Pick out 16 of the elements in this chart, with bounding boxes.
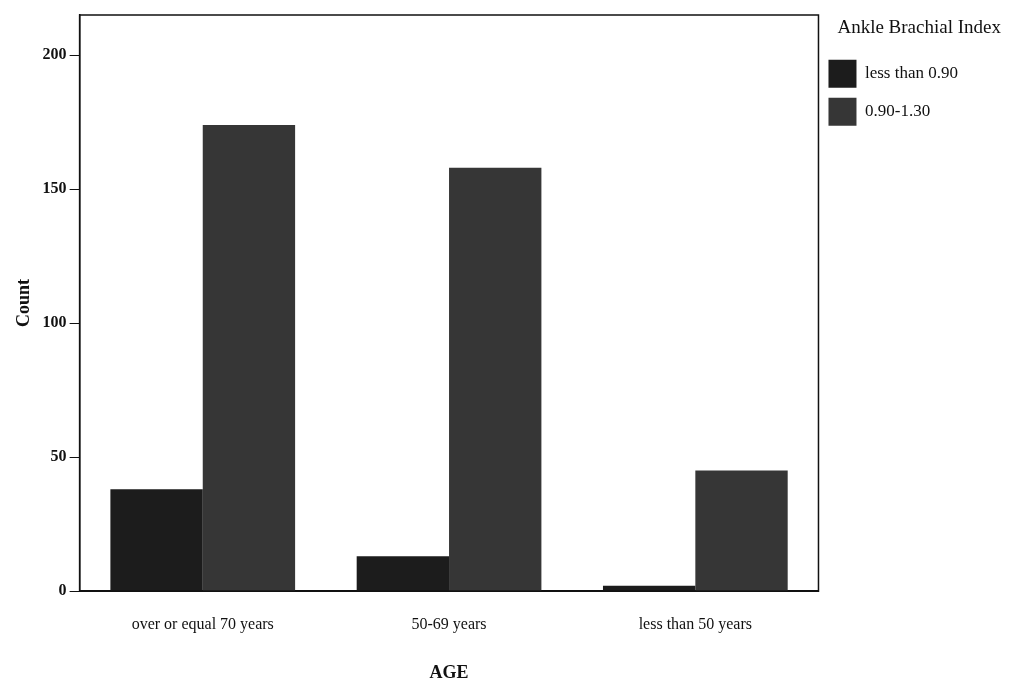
x-axis-title: AGE — [429, 661, 469, 682]
x-tick-label: 50-69 years — [411, 615, 487, 633]
y-tick-label: 200 — [42, 45, 67, 63]
y-tick-label: 0 — [58, 581, 67, 599]
y-tick-label: 100 — [42, 313, 67, 331]
x-tick-label: less than 50 years — [638, 615, 752, 633]
y-axis-title: Count — [13, 279, 34, 328]
y-tick-label: 50 — [50, 447, 67, 465]
bar — [202, 124, 296, 591]
x-tick-label: over or equal 70 years — [131, 615, 274, 633]
bar — [695, 470, 788, 591]
bar — [449, 167, 542, 591]
y-tick-label: 150 — [42, 179, 67, 197]
legend-label: 0.90-1.30 — [864, 101, 931, 121]
legend-label: less than 0.90 — [864, 63, 959, 83]
legend-title: Ankle Brachial Index — [837, 16, 1001, 38]
